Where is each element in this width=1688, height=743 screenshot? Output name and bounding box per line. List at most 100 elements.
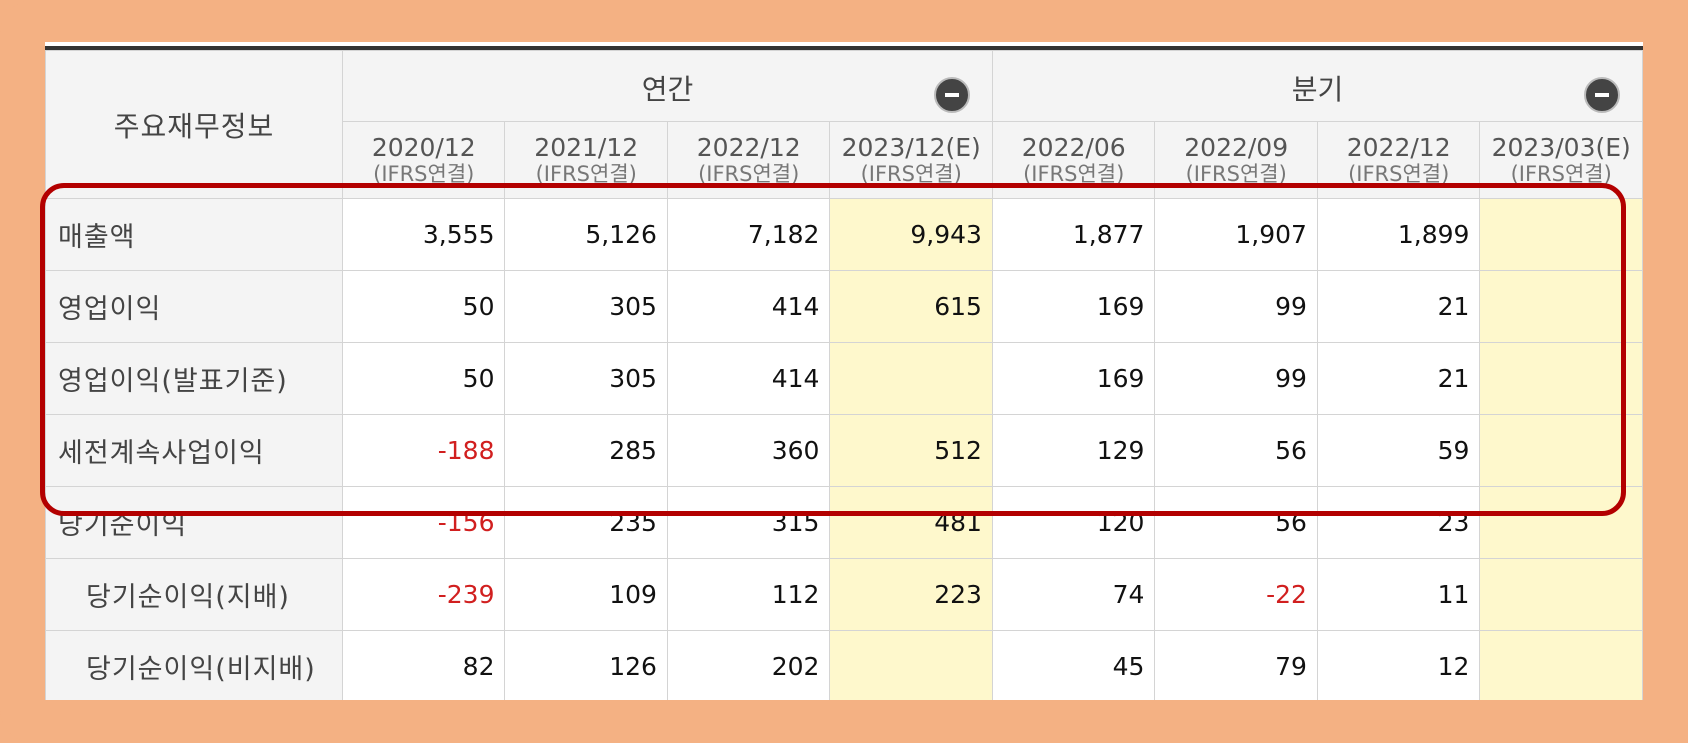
table-row: 세전계속사업이익 -188 285 360 512 129 56 59 bbox=[45, 414, 1643, 487]
value-cell: 169 bbox=[991, 270, 1156, 343]
value-cell: 481 bbox=[829, 486, 993, 559]
value-cell: 305 bbox=[504, 270, 668, 343]
group-header-quarterly: 분기 bbox=[991, 50, 1643, 122]
period-header: 2023/03(E) (IFRS연결) bbox=[1479, 121, 1643, 199]
period-header: 2021/12 (IFRS연결) bbox=[504, 121, 668, 199]
table-row: 영업이익 50 305 414 615 169 99 21 bbox=[45, 270, 1643, 343]
period-basis: (IFRS연결) bbox=[1185, 162, 1287, 187]
value-cell bbox=[1479, 270, 1643, 343]
period-header: 2022/06 (IFRS연결) bbox=[991, 121, 1156, 199]
group-header-annual: 연간 bbox=[342, 50, 993, 122]
period-basis: (IFRS연결) bbox=[1510, 162, 1612, 187]
financial-panel: 주요재무정보 연간 분기 2020/12 (IFRS연결) 2021/12 (IFRS… bbox=[45, 42, 1643, 700]
value-cell bbox=[1479, 198, 1643, 271]
value-cell: 79 bbox=[1154, 630, 1318, 700]
period-basis: (IFRS연결) bbox=[860, 162, 962, 187]
period-date: 2020/12 bbox=[371, 132, 476, 162]
value-cell: 3,555 bbox=[341, 198, 506, 271]
value-cell: 21 bbox=[1316, 342, 1481, 415]
period-date: 2022/06 bbox=[1021, 132, 1126, 162]
value-cell: 360 bbox=[666, 414, 831, 487]
row-label: 영업이익 bbox=[45, 270, 343, 343]
group-label-quarterly: 분기 bbox=[1291, 73, 1344, 106]
value-cell bbox=[1479, 630, 1643, 700]
row-label: 당기순이익 bbox=[45, 486, 343, 559]
value-cell: 109 bbox=[504, 558, 668, 631]
value-cell: 1,877 bbox=[991, 198, 1156, 271]
value-cell: 50 bbox=[341, 270, 506, 343]
period-basis: (IFRS연결) bbox=[1023, 162, 1125, 187]
value-cell: 512 bbox=[829, 414, 993, 487]
row-label: 영업이익(발표기준) bbox=[45, 342, 343, 415]
row-label: 당기순이익(비지배) bbox=[45, 630, 343, 700]
period-date: 2022/12 bbox=[1346, 132, 1451, 162]
value-cell bbox=[1479, 414, 1643, 487]
table-row: 매출액 3,555 5,126 7,182 9,943 1,877 1,907 1,899 bbox=[45, 198, 1643, 271]
value-cell: -239 bbox=[341, 558, 506, 631]
value-cell: 1,899 bbox=[1316, 198, 1481, 271]
value-cell: 235 bbox=[504, 486, 668, 559]
table-row: 당기순이익(지배) -239 109 112 223 74 -22 11 bbox=[45, 558, 1643, 631]
value-cell: 9,943 bbox=[829, 198, 993, 271]
value-cell: 202 bbox=[666, 630, 831, 700]
value-cell: 99 bbox=[1154, 342, 1318, 415]
value-cell: 82 bbox=[341, 630, 506, 700]
collapse-annual-icon[interactable] bbox=[933, 77, 970, 113]
value-cell: 414 bbox=[666, 270, 831, 343]
collapse-quarterly-icon[interactable] bbox=[1584, 77, 1620, 113]
period-header: 2022/09 (IFRS연결) bbox=[1154, 121, 1318, 199]
value-cell: 59 bbox=[1316, 414, 1481, 487]
value-cell: 305 bbox=[504, 342, 668, 415]
table-row: 영업이익(발표기준) 50 305 414 169 99 21 bbox=[45, 342, 1643, 415]
value-cell: 169 bbox=[991, 342, 1156, 415]
value-cell: 23 bbox=[1316, 486, 1481, 559]
period-basis: (IFRS연결) bbox=[698, 162, 800, 187]
table-row: 당기순이익 -156 235 315 481 120 56 23 bbox=[45, 486, 1643, 559]
period-header: 2020/12 (IFRS연결) bbox=[341, 121, 506, 199]
value-cell: 120 bbox=[991, 486, 1156, 559]
value-cell: 11 bbox=[1316, 558, 1481, 631]
period-date: 2021/12 bbox=[534, 132, 639, 162]
value-cell: 5,126 bbox=[504, 198, 668, 271]
value-cell: -22 bbox=[1154, 558, 1318, 631]
value-cell bbox=[1479, 558, 1643, 631]
value-cell bbox=[829, 342, 993, 415]
period-header: 2022/12 (IFRS연결) bbox=[666, 121, 831, 199]
value-cell: 126 bbox=[504, 630, 668, 700]
period-basis: (IFRS연결) bbox=[1348, 162, 1450, 187]
period-basis: (IFRS연결) bbox=[373, 162, 475, 187]
value-cell: 50 bbox=[341, 342, 506, 415]
financial-table: 주요재무정보 연간 분기 2020/12 (IFRS연결) 2021/12 (IFRS… bbox=[45, 50, 1643, 700]
period-date: 2022/12 bbox=[696, 132, 801, 162]
value-cell: 285 bbox=[504, 414, 668, 487]
value-cell: 223 bbox=[829, 558, 993, 631]
value-cell: 112 bbox=[666, 558, 831, 631]
period-date: 2023/12(E) bbox=[841, 132, 981, 162]
value-cell: 315 bbox=[666, 486, 831, 559]
period-header: 2023/12(E) (IFRS연결) bbox=[829, 121, 993, 199]
corner-header: 주요재무정보 bbox=[45, 50, 343, 199]
value-cell: 615 bbox=[829, 270, 993, 343]
table-row: 당기순이익(비지배) 82 126 202 45 79 12 bbox=[45, 630, 1643, 700]
period-header: 2022/12 (IFRS연결) bbox=[1316, 121, 1481, 199]
row-label: 당기순이익(지배) bbox=[45, 558, 343, 631]
value-cell: 12 bbox=[1316, 630, 1481, 700]
value-cell: 414 bbox=[666, 342, 831, 415]
period-basis: (IFRS연결) bbox=[535, 162, 637, 187]
period-date: 2023/03(E) bbox=[1491, 132, 1631, 162]
row-label: 매출액 bbox=[45, 198, 343, 271]
period-date: 2022/09 bbox=[1184, 132, 1289, 162]
value-cell: 56 bbox=[1154, 486, 1318, 559]
value-cell: -188 bbox=[341, 414, 506, 487]
value-cell: 74 bbox=[991, 558, 1156, 631]
value-cell: 99 bbox=[1154, 270, 1318, 343]
value-cell: 45 bbox=[991, 630, 1156, 700]
top-rule bbox=[45, 46, 1643, 50]
value-cell bbox=[1479, 342, 1643, 415]
value-cell: 129 bbox=[991, 414, 1156, 487]
value-cell: 21 bbox=[1316, 270, 1481, 343]
value-cell bbox=[1479, 486, 1643, 559]
value-cell: 56 bbox=[1154, 414, 1318, 487]
group-label-annual: 연간 bbox=[641, 73, 694, 106]
